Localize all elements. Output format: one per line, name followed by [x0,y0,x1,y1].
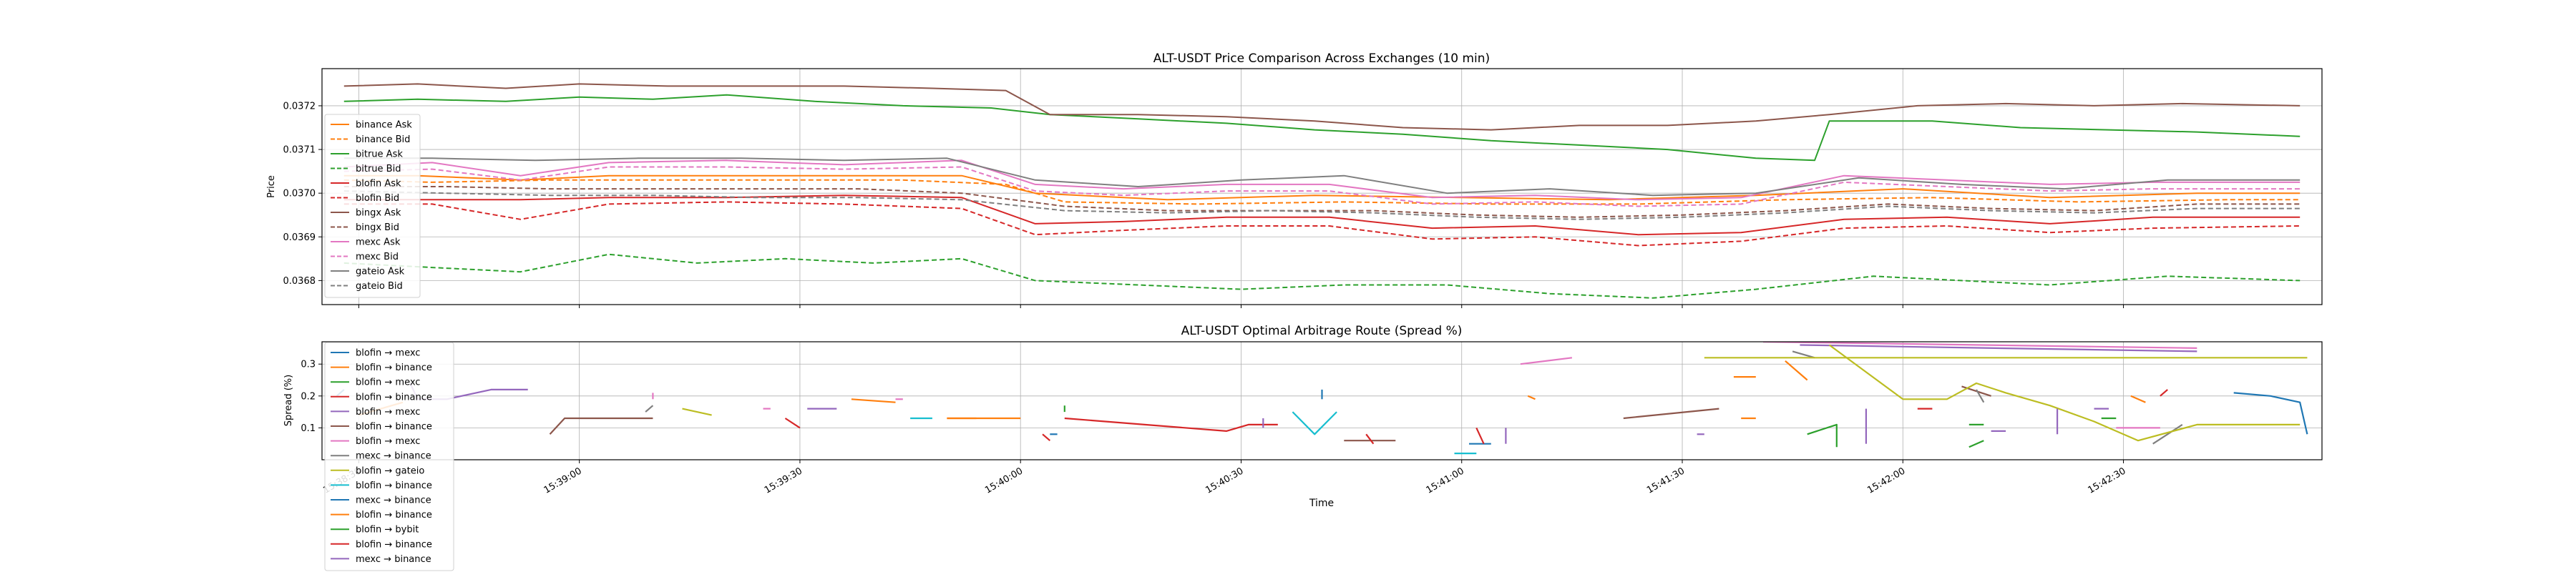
y-tick-label: 0.0372 [283,101,316,112]
spread-chart-legend: blofin → mexc blofin → binance blofin → me… [324,342,454,571]
spread-chart-frame [321,341,2323,460]
price-chart-axes [322,69,2322,305]
legend-label-bitrue-bid: bitrue Bid [356,164,401,174]
y-tick-label: 0.1 [301,423,316,434]
legend-label-binance-ask: binance Ask [356,120,412,131]
legend-label-blofin-binance: blofin → binance [356,510,432,521]
y-tick-label: 0.3 [301,360,316,370]
legend-label-bitrue-ask: bitrue Ask [356,149,403,160]
legend-label-blofin-mexc: blofin → mexc [356,378,420,388]
series-line-gateio-ask [343,157,2301,197]
spread-chart: 0.10.20.3 15:38:3015:39:0015:39:3015:40:… [283,324,2323,571]
spread-chart-x-label: Time [1309,498,1334,509]
series-line-blofin-mexc [1800,344,2197,352]
series-line-blofin-binance [784,418,801,429]
series-line-blofin-binance [1475,427,1485,445]
series-line-bingx-bid [343,186,2301,218]
series-line-blofin-bybit [1968,440,1984,448]
price-chart: 0.0368 0.0369 0.0370 0.0371 0.0372 ALT-USDT … [266,51,2323,308]
legend-label-blofin-bid: blofin Bid [356,193,399,204]
legend-label-blofin-mexc: blofin → mexc [356,436,420,447]
series-line-blofin-binance [2130,395,2146,403]
y-tick-label: 0.0368 [283,276,316,287]
series-line-blofin-gateio [682,408,712,416]
series-line-mexc-binance [645,405,654,413]
series-line-blofin-binance [1785,360,1808,381]
legend-label-bingx-bid: bingx Bid [356,222,399,233]
legend-label-blofin-bybit: blofin → bybit [356,525,419,536]
legend-label-mexc-ask: mexc Ask [356,237,401,248]
price-chart-series [343,83,2301,299]
price-chart-y-label: Price [266,175,277,198]
series-line-blofin-binance [1365,433,1375,445]
series-line-blofin-binance [2160,389,2168,397]
series-line-blofin-binance [1527,395,1536,400]
price-chart-legend: binance Ask binance Bid bitrue Ask bitrue B… [324,114,421,298]
legend-label-mexc-binance: mexc → binance [356,451,431,462]
series-line-binance-bid [343,179,2301,205]
series-line-blofin-mexc [1520,357,1573,365]
legend-label-blofin-binance: blofin → binance [356,422,432,433]
price-chart-frame [321,68,2323,305]
legend-label-blofin-binance: blofin → binance [356,392,432,403]
price-chart-y-ticks: 0.0368 0.0369 0.0370 0.0371 0.0372 [283,101,322,287]
series-line-blofin-binance [1623,408,1719,420]
series-line-bitrue-ask [343,94,2301,162]
price-chart-legend-box [324,114,421,298]
legend-label-gateio-bid: gateio Bid [356,281,403,292]
series-line-bingx-ask [343,83,2301,131]
legend-label-mexc-binance: mexc → binance [356,554,431,565]
y-tick-label: 0.0369 [283,232,316,243]
y-tick-label: 0.0371 [283,145,316,156]
legend-label-blofin-mexc: blofin → mexc [356,348,420,359]
legend-label-blofin-binance: blofin → binance [356,363,432,373]
series-line-blofin-bybit [1807,423,1838,448]
spread-chart-title: ALT-USDT Optimal Arbitrage Route (Spread… [1181,324,1463,338]
legend-label-blofin-gateio: blofin → gateio [356,465,424,476]
series-line-blofin-mexc [2233,392,2308,435]
spread-chart-axes [322,342,2322,460]
y-tick-label: 0.2 [301,391,316,402]
series-line-mexc-binance [2152,423,2183,445]
legend-label-blofin-binance: blofin → binance [356,480,432,491]
series-line-mexc-binance [1792,350,1815,359]
series-line-blofin-gateio [1828,344,2301,442]
series-line-blofin-binance [549,417,653,435]
series-line-binance-ask [343,174,2301,201]
legend-label-bingx-ask: bingx Ask [356,208,401,219]
series-line-blofin-mexc [1762,342,2197,349]
legend-label-gateio-ask: gateio Ask [356,267,405,277]
series-line-blofin-binance [1292,411,1337,435]
series-line-mexc-bid [343,166,2301,207]
price-chart-title: ALT-USDT Price Comparison Across Exchang… [1153,51,1490,66]
series-line-mexc-binance [1976,389,1985,403]
series-line-mexc-ask [343,159,2301,201]
legend-label-blofin-mexc: blofin → mexc [356,407,420,418]
series-line-gateio-bid [343,190,2301,220]
series-line-blofin-binance [851,398,896,403]
legend-label-blofin-ask: blofin Ask [356,179,401,189]
legend-label-blofin-binance: blofin → binance [356,539,432,550]
spread-chart-y-ticks: 0.1 0.2 0.3 [301,360,322,434]
y-tick-label: 0.0370 [283,189,316,199]
legend-label-binance-bid: binance Bid [356,134,410,145]
legend-label-mexc-bid: mexc Bid [356,252,399,262]
legend-label-mexc-binance: mexc → binance [356,495,431,506]
series-line-blofin-bid [343,201,2301,247]
spread-chart-series [336,342,2308,455]
spread-chart-legend-box [324,342,454,571]
series-line-blofin-binance [1042,433,1051,442]
series-line-blofin-ask [343,194,2301,236]
spread-chart-y-label: Spread (%) [283,375,294,426]
